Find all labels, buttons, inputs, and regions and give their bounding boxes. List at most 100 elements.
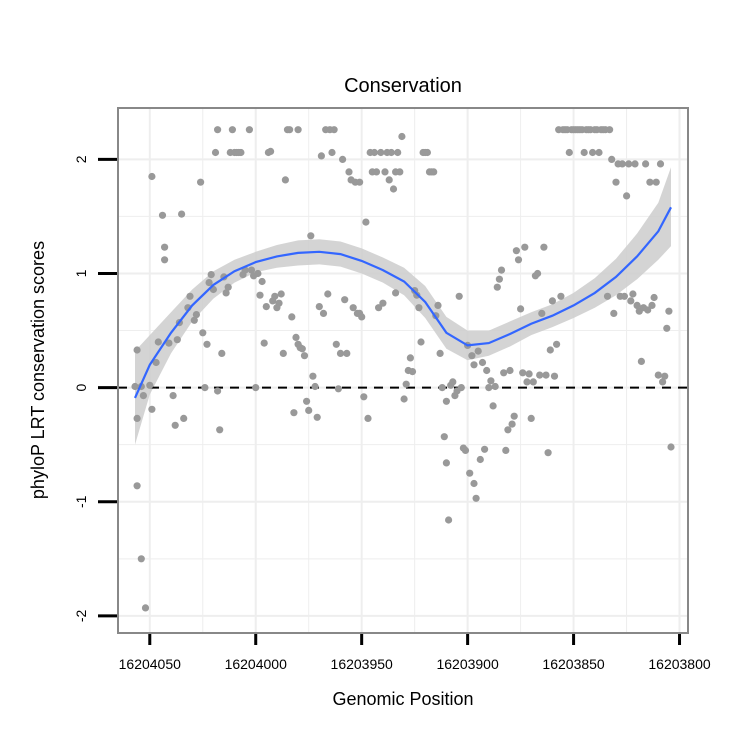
- data-point: [158, 211, 167, 219]
- data-point: [430, 168, 438, 176]
- data-point: [470, 361, 478, 369]
- data-point: [608, 155, 616, 163]
- data-point: [449, 378, 457, 386]
- data-point: [514, 256, 523, 264]
- data-point: [610, 309, 618, 317]
- data-point: [298, 345, 306, 353]
- data-point: [534, 269, 542, 278]
- data-point: [595, 148, 603, 157]
- data-points: [131, 126, 675, 612]
- data-point: [629, 290, 637, 298]
- data-point: [445, 516, 453, 524]
- data-point: [389, 185, 398, 193]
- data-point: [180, 414, 188, 422]
- data-point: [521, 243, 529, 251]
- data-point: [214, 126, 222, 134]
- data-point: [305, 406, 313, 414]
- data-point: [553, 340, 561, 348]
- data-point: [336, 349, 345, 357]
- data-point: [536, 371, 544, 379]
- data-point: [275, 299, 283, 307]
- data-point: [133, 482, 141, 490]
- data-point: [345, 168, 353, 176]
- data-point: [303, 397, 311, 405]
- data-point: [381, 168, 389, 176]
- data-point: [203, 340, 211, 348]
- data-point: [356, 178, 364, 186]
- data-point: [529, 378, 537, 386]
- plot-background: [118, 108, 688, 633]
- data-point: [470, 479, 478, 488]
- data-point: [472, 494, 480, 502]
- data-point: [228, 126, 236, 134]
- data-point: [190, 316, 198, 324]
- data-point: [620, 292, 629, 300]
- data-point: [603, 292, 612, 300]
- data-point: [538, 309, 546, 317]
- data-point: [137, 555, 145, 563]
- data-point: [186, 292, 194, 300]
- data-point: [161, 256, 169, 264]
- data-point: [438, 384, 446, 392]
- data-point: [644, 306, 652, 314]
- data-point: [216, 426, 224, 434]
- data-point: [148, 405, 156, 413]
- data-point: [256, 291, 264, 299]
- data-point: [557, 292, 565, 300]
- data-point: [360, 393, 368, 401]
- data-point: [400, 395, 408, 403]
- data-point: [474, 347, 482, 355]
- data-point: [633, 301, 641, 309]
- data-point: [161, 243, 169, 251]
- data-point: [173, 336, 181, 344]
- data-point: [199, 329, 207, 337]
- data-point: [315, 303, 323, 311]
- data-point: [258, 277, 266, 286]
- data-point: [548, 297, 557, 305]
- x-tick-label: 16203900: [436, 656, 499, 672]
- data-point: [192, 311, 200, 319]
- data-point: [377, 148, 385, 157]
- data-point: [631, 160, 639, 168]
- data-point: [254, 269, 262, 278]
- confidence-band-layer: [135, 167, 671, 445]
- data-point: [508, 420, 516, 428]
- data-point: [442, 459, 450, 467]
- x-tick-label: 16203850: [542, 656, 605, 672]
- data-point: [211, 148, 220, 157]
- data-point: [612, 178, 620, 186]
- data-point: [525, 370, 533, 378]
- data-point: [625, 160, 633, 168]
- data-point: [493, 283, 501, 291]
- y-tick-label: 2: [73, 155, 89, 163]
- data-point: [214, 387, 222, 395]
- data-point: [667, 443, 675, 451]
- y-tick-label: -1: [73, 495, 89, 508]
- data-point: [415, 304, 423, 312]
- data-point: [489, 402, 497, 410]
- data-point: [466, 469, 474, 477]
- data-point: [313, 413, 321, 421]
- y-tick-label: 1: [73, 269, 89, 277]
- confidence-band: [135, 167, 671, 445]
- data-point: [544, 449, 552, 457]
- data-point: [402, 380, 410, 388]
- data-point: [262, 303, 270, 311]
- data-point: [317, 152, 325, 160]
- data-point: [307, 232, 315, 240]
- data-point: [642, 160, 650, 168]
- data-point: [502, 446, 510, 454]
- data-point: [341, 296, 349, 304]
- data-point: [133, 346, 141, 354]
- data-point: [623, 192, 631, 200]
- data-point: [370, 148, 378, 157]
- smooth-line: [133, 206, 672, 399]
- data-point: [497, 266, 506, 274]
- data-point: [131, 382, 139, 391]
- data-point: [646, 178, 654, 186]
- data-point: [349, 304, 357, 312]
- data-point: [394, 148, 402, 157]
- data-point: [442, 397, 450, 405]
- data-point: [290, 409, 298, 417]
- data-point: [343, 349, 351, 357]
